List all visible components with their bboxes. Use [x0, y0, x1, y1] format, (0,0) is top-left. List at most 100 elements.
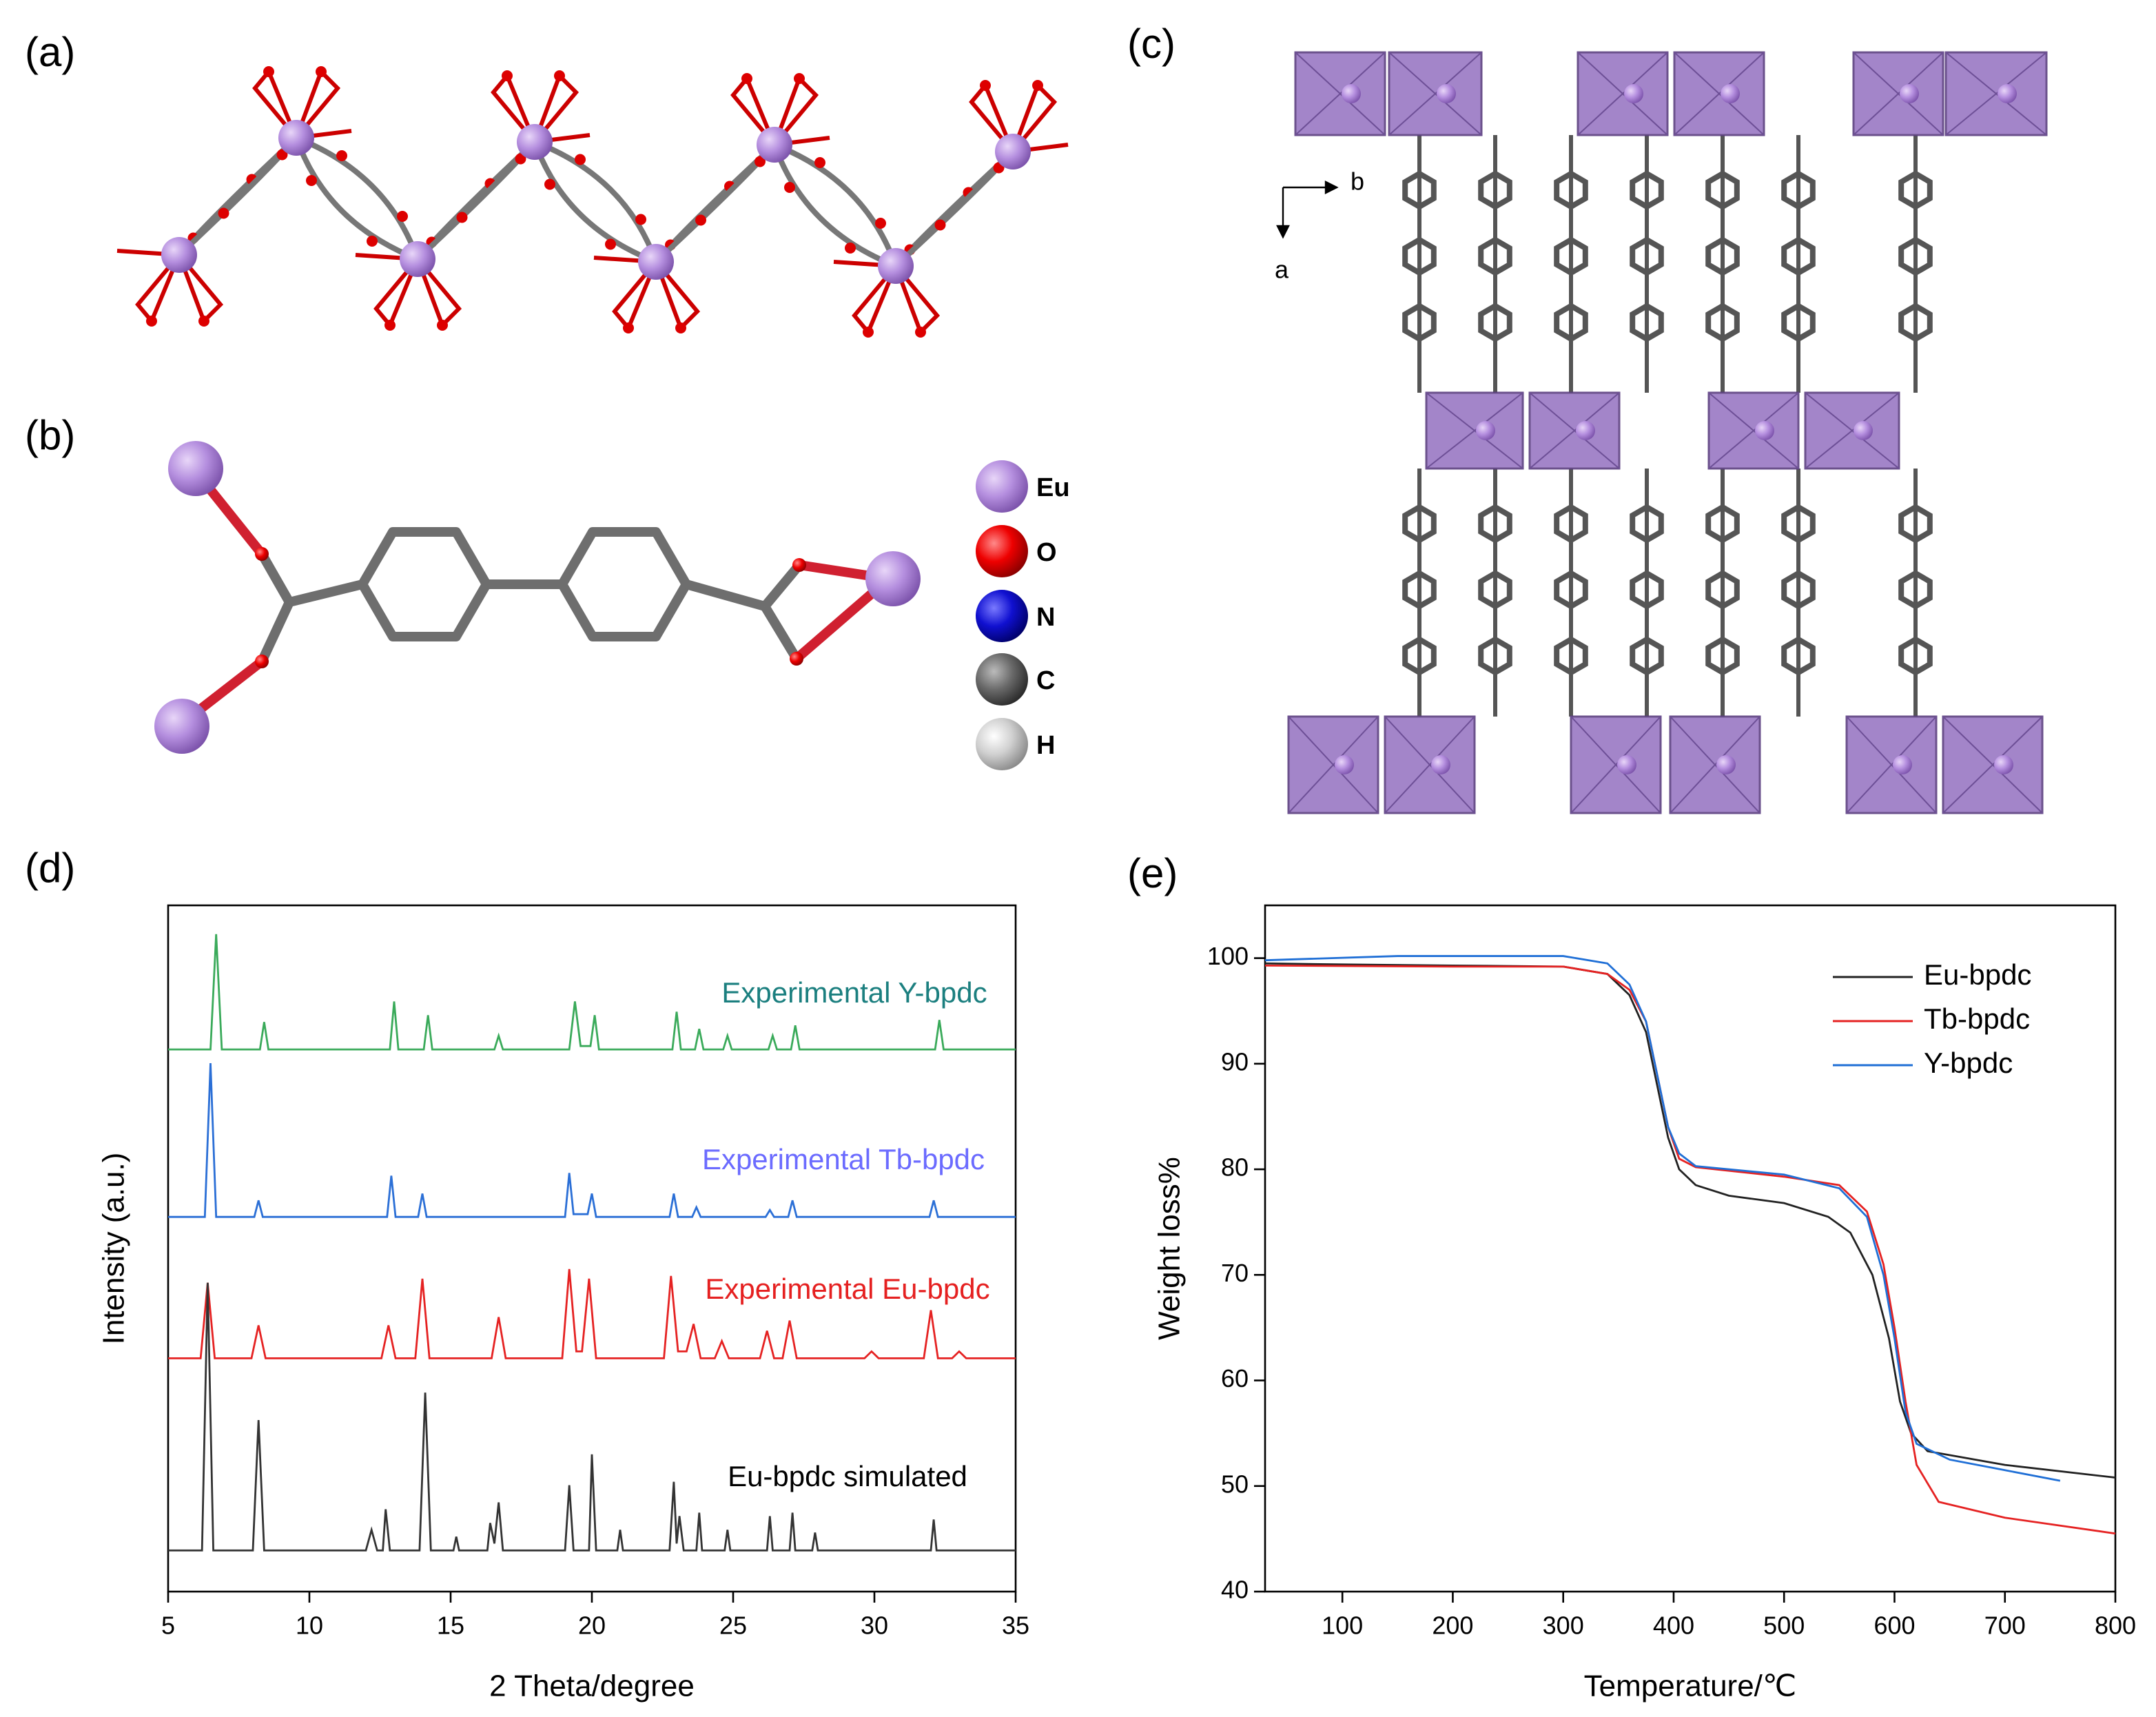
- y-axis-label: Weight loss%: [1153, 1157, 1187, 1340]
- ring: [1402, 302, 1437, 342]
- atom-o: [544, 178, 555, 190]
- atom-eu: [154, 699, 209, 754]
- ring: [1898, 302, 1933, 342]
- atom-o: [845, 243, 856, 254]
- x-tick-label: 500: [1763, 1612, 1805, 1640]
- bond: [257, 551, 294, 605]
- legend-sphere: [976, 653, 1028, 706]
- atom-o: [792, 558, 806, 572]
- trace-label: Experimental Eu-bpdc: [705, 1273, 989, 1305]
- legend-text: Eu: [1036, 473, 1070, 502]
- trace-label: Experimental Tb-bpdc: [702, 1143, 985, 1175]
- atom-eu: [1755, 421, 1774, 440]
- atom-o: [794, 73, 805, 84]
- ring: [1478, 636, 1512, 676]
- ring: [1781, 504, 1816, 544]
- atom-o: [863, 327, 874, 338]
- y-tick-label: 80: [1221, 1153, 1249, 1182]
- bridge: [532, 141, 657, 265]
- panel-label: (c): [1127, 21, 1175, 67]
- atom-o: [146, 316, 157, 327]
- atom-o: [741, 73, 752, 84]
- x-tick-label: 25: [719, 1612, 747, 1640]
- ring: [1478, 302, 1512, 342]
- ring: [1402, 236, 1437, 276]
- atom-o: [1032, 80, 1043, 91]
- ring: [1781, 302, 1816, 342]
- bond: [257, 600, 294, 664]
- ring: [1898, 570, 1933, 610]
- atom-eu: [1994, 755, 2013, 774]
- atom-o: [255, 655, 269, 668]
- chelate: [654, 260, 701, 332]
- data-line: [1264, 962, 2116, 1479]
- ring: [1630, 170, 1664, 210]
- atom-o: [198, 316, 209, 327]
- atom-o: [336, 150, 347, 161]
- x-tick-label: 100: [1322, 1612, 1363, 1640]
- axis-letter: b: [1351, 167, 1364, 196]
- atom-o: [515, 153, 526, 165]
- ring: [1554, 302, 1588, 342]
- atom-o: [456, 212, 468, 223]
- polyhedron-face: [1288, 716, 1379, 814]
- atom-eu: [278, 120, 314, 156]
- ring: [1781, 170, 1816, 210]
- ring: [1630, 302, 1664, 342]
- atom-o: [367, 236, 378, 247]
- structure-drawings: [116, 51, 2048, 814]
- ring: [358, 527, 491, 641]
- panel-label: (b): [25, 412, 75, 458]
- ring: [1402, 170, 1437, 210]
- atom-eu: [1342, 84, 1361, 103]
- polyhedron-face: [1529, 392, 1620, 469]
- legend-text: N: [1036, 603, 1055, 632]
- x-tick-label: 200: [1432, 1612, 1473, 1640]
- atom-o: [276, 149, 288, 161]
- ring: [1554, 170, 1588, 210]
- y-tick-label: 90: [1221, 1047, 1249, 1076]
- ring: [1554, 570, 1588, 610]
- atom-o: [875, 218, 886, 229]
- x-tick-label: 15: [437, 1612, 464, 1640]
- y-axis-label: Intensity (a.u.): [97, 1153, 131, 1345]
- chelate: [373, 258, 420, 329]
- polyhedron-face: [1388, 52, 1482, 136]
- atom-o: [790, 652, 803, 666]
- legend-sphere: [976, 718, 1028, 770]
- data-line: [168, 934, 1016, 1051]
- polyhedron-face: [1426, 392, 1523, 469]
- atom-o: [502, 70, 513, 81]
- polyhedron-face: [1384, 716, 1475, 814]
- atom-eu: [1900, 84, 1919, 103]
- atom-o: [635, 214, 646, 225]
- ring: [1705, 504, 1740, 544]
- polyhedron-face: [1708, 392, 1799, 469]
- bridge: [533, 139, 659, 263]
- atom-eu: [1998, 84, 2017, 103]
- x-axis-label: Temperature/℃: [1584, 1669, 1797, 1703]
- legend-label: Eu-bpdc: [1924, 958, 2031, 991]
- atom-eu: [400, 241, 435, 277]
- ring: [1781, 236, 1816, 276]
- polyhedron-face: [1295, 52, 1386, 136]
- x-tick-label: 20: [578, 1612, 606, 1640]
- ring: [1478, 236, 1512, 276]
- atom-o: [934, 219, 946, 231]
- y-tick-label: 60: [1221, 1364, 1249, 1392]
- ring: [1898, 236, 1933, 276]
- ring: [557, 527, 691, 641]
- bridge: [772, 143, 897, 269]
- chelate: [730, 74, 777, 146]
- y-tick-label: 100: [1207, 942, 1249, 970]
- atom-o: [316, 66, 327, 77]
- atom-eu: [1437, 84, 1456, 103]
- atom-o: [384, 320, 396, 331]
- chelate: [491, 72, 537, 143]
- atom-eu: [1854, 421, 1873, 440]
- chelate: [177, 254, 224, 325]
- polyhedron-face: [1674, 52, 1765, 136]
- ring: [1554, 236, 1588, 276]
